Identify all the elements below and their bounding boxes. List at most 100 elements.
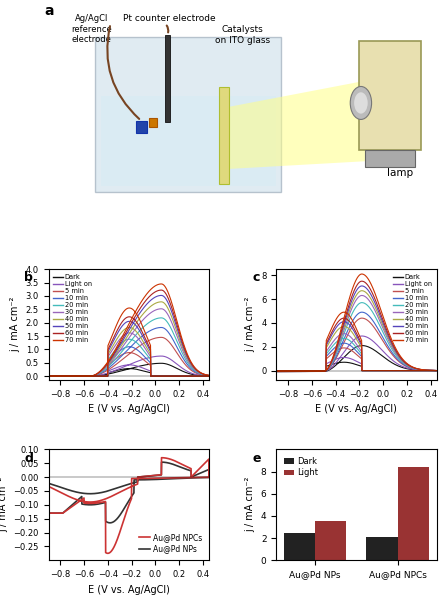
60 min (426, 367, 431, 374)
70 min (89, 372, 94, 380)
Au@Pd NPs (202, 474, 207, 481)
Au@Pd NPCs (202, 474, 207, 481)
70 min (382, 318, 387, 325)
50 min (273, 368, 279, 375)
Light on (273, 367, 279, 374)
Light on (359, 333, 365, 340)
70 min (273, 367, 279, 374)
Au@Pd NPs (46, 480, 51, 487)
Line: 20 min: 20 min (276, 303, 437, 371)
Dark (273, 368, 279, 375)
Legend: Dark, Light: Dark, Light (280, 454, 321, 481)
50 min (46, 372, 51, 380)
5 min (359, 315, 365, 322)
50 min (191, 372, 197, 380)
Au@Pd NPCs (46, 483, 51, 490)
Light on (191, 372, 197, 380)
Dark (185, 370, 191, 377)
60 min (100, 365, 105, 372)
Dark (100, 371, 105, 378)
10 min (46, 372, 51, 380)
70 min (159, 280, 164, 287)
10 min (382, 337, 387, 344)
Dark (89, 372, 94, 380)
70 min (154, 281, 159, 288)
5 min (185, 364, 191, 371)
Ellipse shape (350, 86, 372, 119)
Line: Light on: Light on (276, 336, 437, 371)
40 min (413, 365, 419, 372)
Line: 60 min: 60 min (49, 290, 209, 376)
70 min (191, 372, 197, 380)
20 min (159, 314, 164, 321)
10 min (46, 372, 51, 380)
70 min (185, 352, 191, 359)
Dark (159, 360, 164, 367)
10 min (154, 324, 159, 331)
40 min (89, 372, 94, 380)
Text: e: e (252, 452, 261, 465)
20 min (154, 315, 159, 322)
Y-axis label: j / mA cm⁻²: j / mA cm⁻² (246, 297, 256, 352)
X-axis label: E (V vs. Ag/AgCl): E (V vs. Ag/AgCl) (88, 585, 170, 595)
10 min (273, 367, 279, 374)
70 min (46, 372, 51, 380)
Y-axis label: j / mA cm⁻²: j / mA cm⁻² (245, 477, 255, 532)
20 min (316, 368, 321, 375)
Au@Pd NPs (194, 474, 199, 482)
Light on (46, 372, 51, 380)
Light on (159, 352, 164, 359)
5 min (273, 368, 279, 375)
70 min (426, 367, 431, 374)
60 min (328, 361, 333, 368)
Dark (46, 372, 51, 380)
5 min (46, 372, 51, 380)
20 min (273, 368, 279, 375)
Line: 70 min: 70 min (276, 274, 437, 371)
Line: 20 min: 20 min (49, 318, 209, 376)
Au@Pd NPCs (114, 491, 119, 498)
40 min (273, 367, 279, 374)
Light on (426, 367, 431, 374)
40 min (100, 367, 105, 374)
20 min (328, 362, 333, 370)
Text: d: d (24, 452, 34, 465)
50 min (419, 367, 424, 374)
60 min (191, 372, 197, 380)
50 min (413, 365, 419, 372)
20 min (426, 367, 431, 374)
30 min (159, 305, 164, 312)
Dark (273, 367, 279, 374)
30 min (273, 367, 279, 374)
30 min (154, 306, 159, 313)
5 min (154, 334, 159, 342)
60 min (159, 287, 164, 294)
Line: Dark: Dark (276, 346, 437, 371)
60 min (154, 288, 159, 295)
Light on (382, 349, 387, 356)
50 min (359, 283, 365, 290)
Line: 60 min: 60 min (276, 281, 437, 371)
Light on (316, 368, 321, 375)
Light on (89, 372, 94, 380)
60 min (198, 372, 203, 380)
30 min (419, 367, 424, 374)
Light on (328, 365, 333, 372)
Line: 50 min: 50 min (49, 296, 209, 376)
Dark (413, 367, 419, 374)
Au@Pd NPs (114, 485, 119, 492)
10 min (89, 372, 94, 380)
10 min (316, 368, 321, 375)
Au@Pd NPs (107, 519, 112, 526)
40 min (382, 326, 387, 333)
Light on (100, 371, 105, 378)
5 min (198, 372, 203, 380)
40 min (154, 299, 159, 306)
30 min (191, 372, 197, 380)
40 min (359, 287, 365, 294)
Light on (413, 366, 419, 373)
Line: 30 min: 30 min (276, 296, 437, 371)
20 min (46, 372, 51, 380)
40 min (316, 368, 321, 375)
Bar (398, 467, 429, 560)
